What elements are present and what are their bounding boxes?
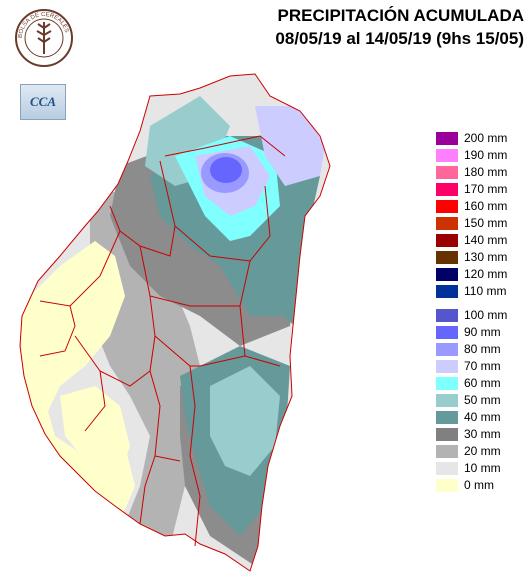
legend-item: 90 mm	[436, 325, 528, 339]
precipitation-map	[19, 73, 331, 572]
province-outline	[19, 73, 331, 572]
legend-swatch	[436, 183, 458, 196]
legend-label: 200 mm	[464, 131, 508, 145]
cca-logo: CCA	[20, 84, 66, 120]
department-borders	[19, 73, 331, 572]
bolsa-cereales-seal-logo: BOLSA DE CEREALES	[15, 9, 73, 67]
legend-item: 110 mm	[436, 284, 528, 298]
legend-swatch	[436, 360, 458, 373]
precip-zone-0mm-south	[60, 386, 130, 476]
legend-label: 60 mm	[464, 376, 501, 390]
legend-label: 180 mm	[464, 165, 508, 179]
dept-border-5	[39, 230, 121, 307]
legend-swatch	[436, 285, 458, 298]
dept-border-9	[39, 305, 76, 357]
legend-swatch	[436, 251, 458, 264]
legend-swatch	[436, 166, 458, 179]
dept-border-12	[189, 365, 201, 547]
legend-item: 140 mm	[436, 233, 528, 247]
legend-item: 80 mm	[436, 342, 528, 356]
dept-border-10	[74, 335, 156, 387]
dept-border-4	[239, 260, 281, 367]
legend-swatch	[436, 132, 458, 145]
legend-swatch	[436, 326, 458, 339]
legend-swatch	[436, 411, 458, 424]
legend-swatch	[436, 268, 458, 281]
legend-label: 150 mm	[464, 216, 508, 230]
legend-swatch	[436, 462, 458, 475]
precip-zone-90mm	[210, 157, 242, 183]
legend-swatch	[436, 234, 458, 247]
legend-swatch	[436, 309, 458, 322]
precip-zone-70mm-northeast	[255, 106, 325, 186]
dept-border-2	[109, 160, 176, 257]
legend-label: 0 mm	[464, 478, 494, 492]
cca-logo-text: CCA	[29, 94, 56, 109]
legend-item: 30 mm	[436, 427, 528, 441]
legend-label: 190 mm	[464, 148, 508, 162]
legend-item: 120 mm	[436, 267, 528, 281]
legend-swatch	[436, 394, 458, 407]
dept-border-13	[84, 370, 106, 432]
dept-border-7	[149, 295, 200, 367]
legend-label: 50 mm	[464, 393, 501, 407]
legend-swatch	[436, 343, 458, 356]
legend-item: 170 mm	[436, 182, 528, 196]
legend-item: 10 mm	[436, 461, 528, 475]
legend-swatch	[436, 479, 458, 492]
legend-label: 70 mm	[464, 359, 501, 373]
legend-label: 80 mm	[464, 342, 501, 356]
legend-item: 150 mm	[436, 216, 528, 230]
legend-item: 60 mm	[436, 376, 528, 390]
legend-swatch	[436, 445, 458, 458]
dept-border-6	[139, 245, 240, 307]
legend-label: 160 mm	[464, 199, 508, 213]
dept-border-8	[199, 355, 246, 367]
title-line-1: PRECIPITACIÓN ACUMULADA	[277, 6, 525, 25]
legend-label: 10 mm	[464, 461, 501, 475]
precip-zone-50mm-south	[210, 366, 280, 476]
legend-label: 130 mm	[464, 250, 508, 264]
legend-swatch	[436, 428, 458, 441]
legend-swatch	[436, 149, 458, 162]
legend-item: 70 mm	[436, 359, 528, 373]
dept-border-1	[164, 135, 286, 157]
legend-label: 20 mm	[464, 444, 501, 458]
legend-label: 90 mm	[464, 325, 501, 339]
legend-swatch	[436, 377, 458, 390]
legend-label: 30 mm	[464, 427, 501, 441]
legend-item: 160 mm	[436, 199, 528, 213]
legend-item: 100 mm	[436, 308, 528, 322]
dept-border-11	[149, 370, 181, 462]
legend-item: 200 mm	[436, 131, 528, 145]
legend-label: 120 mm	[464, 267, 508, 281]
legend-label: 140 mm	[464, 233, 508, 247]
legend-swatch	[436, 217, 458, 230]
legend-item: 20 mm	[436, 444, 528, 458]
legend-item: 180 mm	[436, 165, 528, 179]
dept-border-14	[139, 455, 156, 525]
legend-label: 40 mm	[464, 410, 501, 424]
legend-item: 190 mm	[436, 148, 528, 162]
title-line-2: 08/05/19 al 14/05/19 (9hs 15/05)	[275, 29, 524, 48]
legend-item: 130 mm	[436, 250, 528, 264]
legend-item: 40 mm	[436, 410, 528, 424]
legend-label: 170 mm	[464, 182, 508, 196]
legend-swatch	[436, 200, 458, 213]
legend-label: 100 mm	[464, 308, 508, 322]
legend-label: 110 mm	[464, 284, 507, 298]
legend-item: 50 mm	[436, 393, 528, 407]
map-title: PRECIPITACIÓN ACUMULADA 08/05/19 al 14/0…	[224, 4, 524, 50]
legend-item: 0 mm	[436, 478, 528, 492]
